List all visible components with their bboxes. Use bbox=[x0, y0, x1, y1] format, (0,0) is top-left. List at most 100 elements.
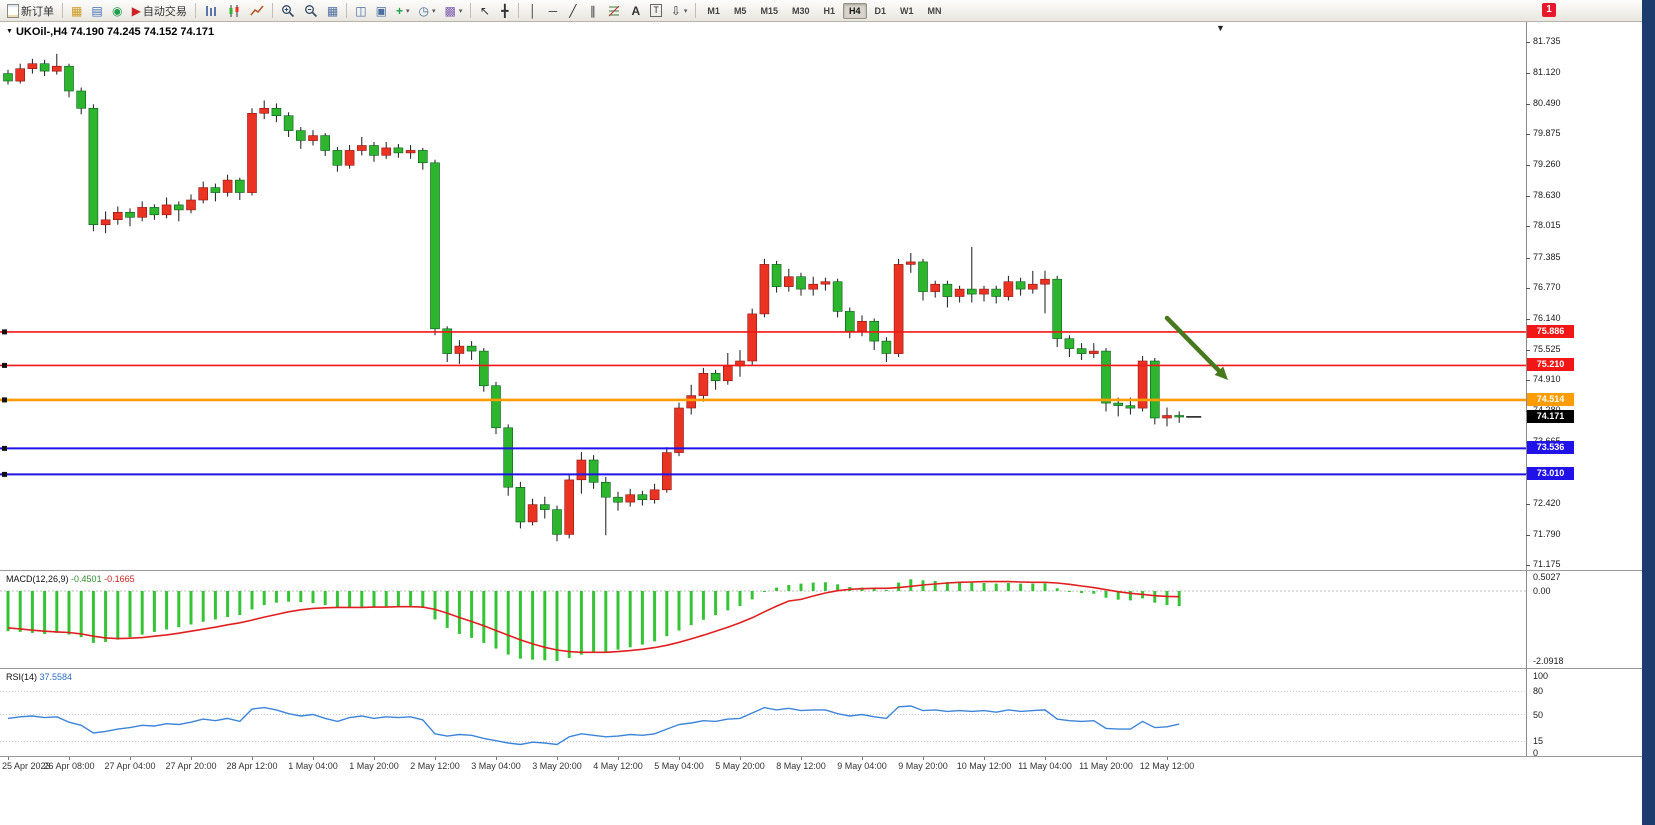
zoom-in-button[interactable] bbox=[277, 1, 299, 20]
timeframe-button-mn[interactable]: MN bbox=[927, 5, 942, 16]
time-axis-tick bbox=[1045, 757, 1046, 760]
arrange-windows-icon: ▣ bbox=[375, 3, 387, 18]
price-axis-label: 79.875 bbox=[1533, 128, 1561, 139]
time-axis-tick bbox=[618, 757, 619, 760]
time-axis-tick bbox=[984, 757, 985, 760]
trend-arrow-annotation[interactable] bbox=[1164, 315, 1228, 380]
resistance-line-1[interactable] bbox=[0, 329, 1526, 335]
price-axis-tick bbox=[1526, 226, 1530, 228]
time-axis-label: 3 May 04:00 bbox=[471, 761, 521, 771]
line-chart-button[interactable] bbox=[246, 1, 268, 20]
chevron-down-icon: ▾ bbox=[431, 7, 436, 15]
arrange-windows-button[interactable]: ▣ bbox=[372, 1, 391, 20]
templates-button[interactable]: ▩ ▾ bbox=[440, 1, 466, 20]
timeframe-button-m30[interactable]: M30 bbox=[791, 5, 810, 16]
time-axis-tick bbox=[374, 757, 375, 760]
arrows-button[interactable]: ⇩ ▾ bbox=[667, 1, 692, 20]
timeframe-button-h4[interactable]: H4 bbox=[843, 2, 867, 19]
new-order-label: 新订单 bbox=[21, 5, 54, 18]
time-axis-label: 3 May 20:00 bbox=[532, 761, 582, 771]
main-chart[interactable] bbox=[0, 22, 1526, 570]
toolbar-separator bbox=[271, 3, 273, 18]
horizontal-line-button[interactable]: ─ bbox=[543, 1, 562, 20]
support-line-1[interactable] bbox=[0, 445, 1526, 451]
resistance-line-2[interactable] bbox=[0, 362, 1526, 368]
panel-splitter-macd[interactable] bbox=[0, 570, 1642, 571]
price-axis[interactable]: 81.735 81.120 80.490 79.875 79.260 78.630 78.0… bbox=[1526, 0, 1642, 825]
channel-button[interactable]: ∥ bbox=[583, 1, 602, 20]
price-axis-label: 71.790 bbox=[1533, 528, 1561, 539]
data-window-button[interactable]: ▤ bbox=[87, 1, 106, 20]
time-axis-label: 4 May 12:00 bbox=[593, 761, 643, 771]
timeframe-button-m1[interactable]: M1 bbox=[707, 5, 720, 16]
rsi-axis-label: 50 bbox=[1533, 709, 1544, 720]
line-chart-icon bbox=[250, 5, 264, 15]
indicators-button[interactable]: + ▾ bbox=[392, 1, 414, 20]
clock-icon: ◷ bbox=[418, 3, 429, 18]
autotrading-button[interactable]: ▶ 自动交易 bbox=[128, 1, 191, 20]
price-axis-label: 76.770 bbox=[1533, 282, 1561, 293]
candlestick-chart-button[interactable] bbox=[223, 1, 245, 20]
time-axis-tick bbox=[801, 757, 802, 760]
timeframe-button-m15[interactable]: M15 bbox=[760, 5, 778, 16]
timeframe-button-d1[interactable]: D1 bbox=[874, 5, 887, 16]
tile-windows-button[interactable]: ▦ bbox=[323, 1, 342, 20]
template-icon: ▩ bbox=[444, 3, 456, 18]
fibonacci-button[interactable] bbox=[603, 1, 625, 20]
price-axis-tick bbox=[1526, 565, 1530, 567]
market-watch-button[interactable]: ▦ bbox=[67, 1, 86, 20]
time-axis[interactable]: 25 Apr 2023 26 Apr 08:00 27 Apr 04:00 27 Ap… bbox=[0, 757, 1526, 775]
macd-histogram bbox=[6, 579, 1181, 661]
notification-badge[interactable]: 1 bbox=[1542, 3, 1556, 17]
toolbar-separator bbox=[470, 3, 472, 18]
price-axis-tick bbox=[1526, 319, 1530, 321]
price-axis-label: 81.120 bbox=[1533, 66, 1561, 77]
bar-chart-icon bbox=[206, 5, 216, 16]
fibonacci-icon bbox=[608, 5, 620, 16]
rsi-panel[interactable] bbox=[0, 669, 1526, 756]
macd-panel[interactable] bbox=[0, 571, 1526, 668]
support-line-2[interactable] bbox=[0, 471, 1526, 477]
text-icon: A bbox=[631, 3, 641, 18]
price-axis-tick bbox=[1526, 349, 1530, 351]
chart-title-text: UKOil-,H4 74.190 74.245 74.152 74.171 bbox=[15, 26, 215, 38]
bar-chart-button[interactable] bbox=[200, 1, 222, 20]
toolbar: 新订单 ▦ ▤ ◉ ▶ 自动交易 ▦ ◫ ▣ + ▾ ◷ ▾ ▩ ▾ ↖ ╋ │ ─ … bbox=[0, 0, 1642, 22]
price-badge-75.886: 75.886 bbox=[1527, 324, 1574, 338]
time-axis-tick bbox=[679, 757, 680, 760]
rsi-axis-label: 100 bbox=[1533, 671, 1549, 681]
cursor-button[interactable]: ↖ bbox=[475, 1, 494, 20]
time-axis-label: 1 May 20:00 bbox=[349, 761, 399, 771]
price-badge-74.171: 74.171 bbox=[1527, 409, 1574, 423]
cascade-windows-button[interactable]: ◫ bbox=[351, 1, 370, 20]
tile-windows-icon: ▦ bbox=[326, 3, 339, 18]
zoom-out-button[interactable] bbox=[300, 1, 322, 20]
rsi-axis-label: 15 bbox=[1533, 736, 1544, 747]
ohlc-dropdown-icon[interactable]: ▼ bbox=[6, 28, 13, 35]
navigator-button[interactable]: ◉ bbox=[108, 1, 127, 20]
chevron-down-icon: ▾ bbox=[405, 7, 410, 15]
text-label-button[interactable]: T bbox=[646, 1, 666, 20]
price-badge-74.514: 74.514 bbox=[1527, 392, 1574, 406]
price-axis-label: 71.175 bbox=[1533, 559, 1561, 570]
text-button[interactable]: A bbox=[626, 1, 645, 20]
trendline-icon: ╱ bbox=[569, 3, 577, 18]
time-axis-label: 9 May 04:00 bbox=[837, 761, 887, 771]
crosshair-icon: ╋ bbox=[501, 3, 509, 18]
periods-button[interactable]: ◷ ▾ bbox=[414, 1, 439, 20]
chart-shift-icon[interactable]: ▼ bbox=[1216, 23, 1225, 33]
rsi-axis-label: 0 bbox=[1533, 748, 1539, 758]
trendline-button[interactable]: ╱ bbox=[563, 1, 582, 20]
cascade-windows-icon: ◫ bbox=[355, 3, 367, 18]
pivot-line[interactable] bbox=[0, 397, 1526, 403]
toolbar-separator bbox=[62, 3, 63, 18]
vertical-line-button[interactable]: │ bbox=[523, 1, 542, 20]
price-axis-tick bbox=[1526, 195, 1530, 197]
timeframe-button-m5[interactable]: M5 bbox=[733, 5, 747, 16]
new-order-button[interactable]: 新订单 bbox=[3, 1, 58, 20]
timeframe-button-w1[interactable]: W1 bbox=[900, 5, 914, 16]
panel-splitter-rsi[interactable] bbox=[0, 668, 1642, 669]
timeframe-button-h1[interactable]: H1 bbox=[823, 5, 835, 16]
time-axis-label: 27 Apr 20:00 bbox=[165, 761, 217, 771]
crosshair-button[interactable]: ╋ bbox=[495, 1, 514, 20]
